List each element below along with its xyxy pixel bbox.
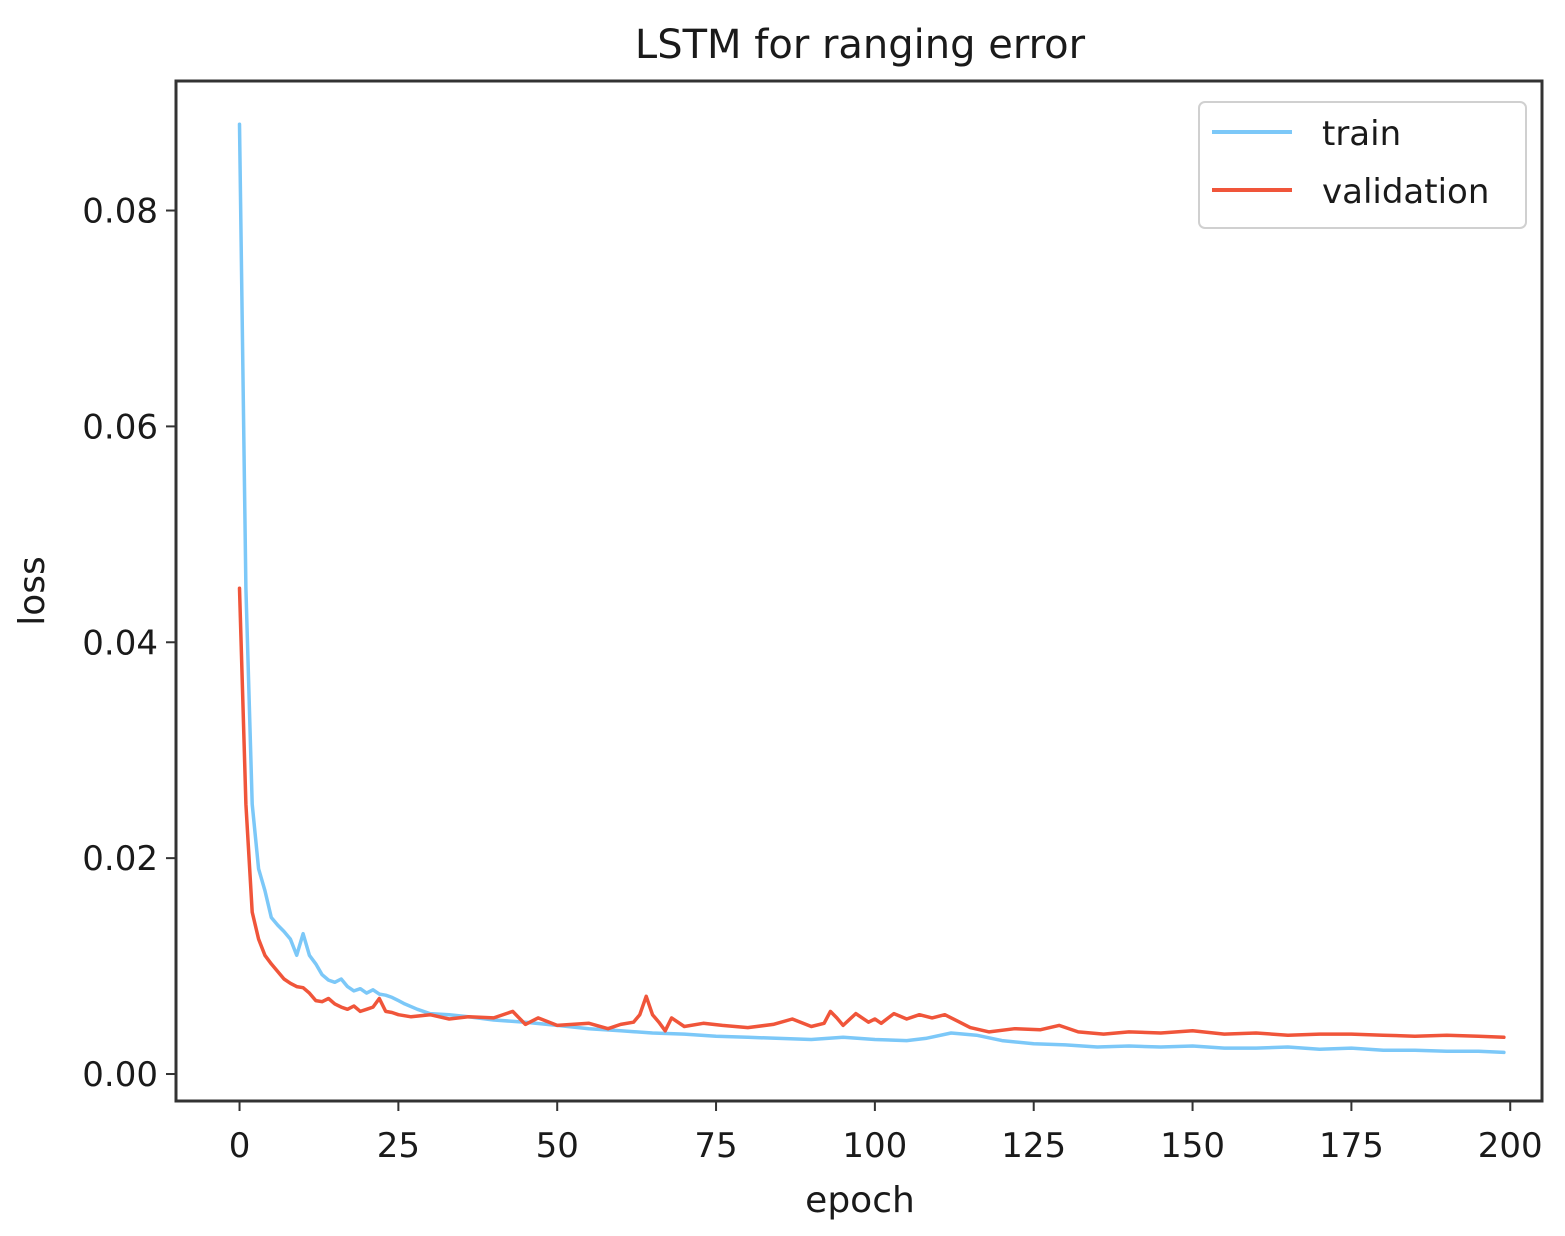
legend-label-train: train [1322, 114, 1401, 154]
y-tick-label: 0.08 [82, 192, 158, 232]
x-tick-label: 175 [1319, 1126, 1384, 1166]
y-tick-label: 0.04 [82, 623, 158, 663]
plot-area [174, 79, 1544, 1103]
x-tick-label: 125 [1001, 1126, 1066, 1166]
series-layer [237, 122, 1506, 1055]
y-axis-label: loss [12, 556, 53, 626]
y-axis: 0.00 0.02 0.04 0.06 0.08 [82, 192, 176, 1095]
x-tick-label: 200 [1478, 1126, 1543, 1166]
x-tick-label: 100 [842, 1126, 907, 1166]
x-axis-label: epoch [805, 1180, 915, 1221]
x-tick-label: 50 [536, 1126, 579, 1166]
y-tick-label: 0.06 [82, 407, 158, 447]
x-tick-label: 150 [1160, 1126, 1225, 1166]
chart-title: LSTM for ranging error [635, 22, 1086, 68]
legend-label-validation: validation [1322, 172, 1489, 212]
series-line-validation [237, 586, 1506, 1040]
x-axis: 0 25 50 75 100 125 150 175 200 [229, 1101, 1543, 1166]
legend: train validation [1198, 101, 1527, 229]
y-tick-label: 0.02 [82, 839, 158, 879]
x-tick-label: 0 [229, 1126, 251, 1166]
x-tick-label: 75 [694, 1126, 737, 1166]
x-tick-label: 25 [377, 1126, 420, 1166]
y-tick-label: 0.00 [82, 1055, 158, 1095]
